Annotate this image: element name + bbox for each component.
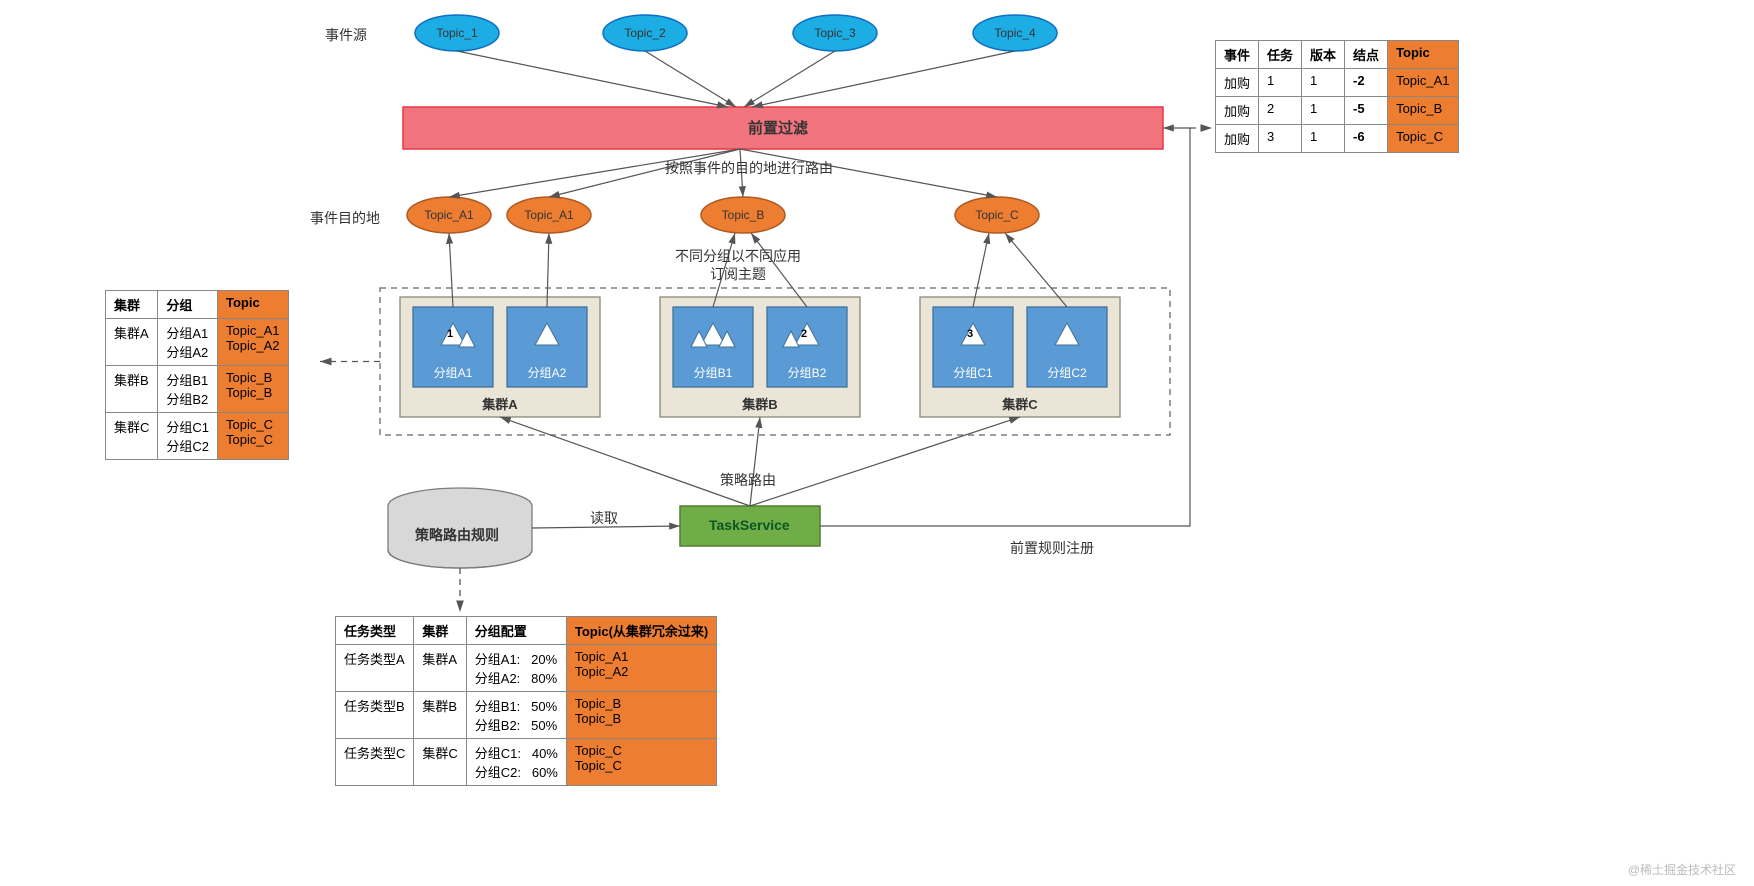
table-cell: 分组A1 分组A2	[158, 319, 218, 366]
table-cell: Topic_C Topic_C	[218, 413, 288, 460]
table-header: 集群	[414, 617, 466, 645]
table-row: 集群B分组B1 分组B2Topic_B Topic_B	[106, 366, 289, 413]
table-cell: 分组C1 分组C2	[158, 413, 218, 460]
table-cell: 1	[1259, 69, 1302, 97]
diagram-canvas: Topic_1Topic_2Topic_3Topic_4Topic_A1Topi…	[0, 0, 1754, 886]
table-cell: 任务类型C	[336, 739, 414, 786]
table-header: Topic	[218, 291, 288, 319]
table-header: 事件	[1216, 41, 1259, 69]
label-pre-filter: 前置过滤	[748, 117, 808, 138]
svg-text:Topic_2: Topic_2	[624, 26, 666, 40]
table-cell: 1	[1302, 69, 1345, 97]
label-route-by-dest: 按照事件的目的地进行路由	[665, 158, 833, 178]
svg-text:集群C: 集群C	[1001, 397, 1038, 412]
table-cell: Topic_B Topic_B	[218, 366, 288, 413]
table-cell: 加购	[1216, 69, 1259, 97]
table-cell: Topic_B Topic_B	[566, 692, 716, 739]
label-policy-rules: 策略路由规则	[415, 525, 499, 545]
table-header: 结点	[1345, 41, 1388, 69]
table-right: 事件任务版本结点Topic加购11-2Topic_A1加购21-5Topic_B…	[1215, 40, 1459, 153]
table-row: 任务类型A集群A分组A1: 20% 分组A2: 80%Topic_A1 Topi…	[336, 645, 717, 692]
svg-text:Topic_3: Topic_3	[814, 26, 856, 40]
table-cell: 分组C1: 40% 分组C2: 60%	[466, 739, 566, 786]
table-header: 集群	[106, 291, 158, 319]
table-cell: 分组B1: 50% 分组B2: 50%	[466, 692, 566, 739]
table-cell: Topic_A1	[1388, 69, 1458, 97]
table-cell: 加购	[1216, 97, 1259, 125]
table-row: 加购21-5Topic_B	[1216, 97, 1459, 125]
table-cell: Topic_C Topic_C	[566, 739, 716, 786]
table-header: Topic(从集群冗余过来)	[566, 617, 716, 645]
label-read: 读取	[590, 508, 618, 528]
label-subscribe-note: 不同分组以不同应用 订阅主题	[675, 248, 801, 283]
table-cell: 集群B	[414, 692, 466, 739]
table-cell: Topic_B	[1388, 97, 1458, 125]
svg-text:分组A1: 分组A1	[434, 366, 473, 380]
table-header: 分组	[158, 291, 218, 319]
table-row: 加购31-6Topic_C	[1216, 125, 1459, 153]
table-cell: 3	[1259, 125, 1302, 153]
table-bottom: 任务类型集群分组配置Topic(从集群冗余过来)任务类型A集群A分组A1: 20…	[335, 616, 717, 786]
table-cell: 1	[1302, 125, 1345, 153]
table-cell: 集群A	[106, 319, 158, 366]
svg-text:Topic_4: Topic_4	[994, 26, 1036, 40]
svg-text:集群B: 集群B	[741, 397, 777, 412]
table-cell: 1	[1302, 97, 1345, 125]
table-row: 任务类型C集群C分组C1: 40% 分组C2: 60%Topic_C Topic…	[336, 739, 717, 786]
svg-text:Topic_B: Topic_B	[722, 208, 765, 222]
table-cell: 加购	[1216, 125, 1259, 153]
table-cell: 集群C	[106, 413, 158, 460]
table-row: 加购11-2Topic_A1	[1216, 69, 1459, 97]
svg-text:分组C2: 分组C2	[1047, 366, 1087, 380]
svg-text:1: 1	[447, 328, 453, 340]
svg-text:分组A2: 分组A2	[528, 366, 567, 380]
table-header: 版本	[1302, 41, 1345, 69]
table-cell: 集群C	[414, 739, 466, 786]
svg-text:分组C1: 分组C1	[953, 366, 993, 380]
svg-text:分组B2: 分组B2	[788, 366, 827, 380]
table-header: 任务	[1259, 41, 1302, 69]
svg-text:2: 2	[801, 328, 807, 340]
table-cell: -5	[1345, 97, 1388, 125]
svg-text:集群A: 集群A	[481, 397, 518, 412]
svg-text:Topic_A1: Topic_A1	[424, 208, 474, 222]
table-cell: 任务类型A	[336, 645, 414, 692]
table-cell: -2	[1345, 69, 1388, 97]
table-cell: Topic_C	[1388, 125, 1458, 153]
table-cell: 分组A1: 20% 分组A2: 80%	[466, 645, 566, 692]
table-left: 集群分组Topic集群A分组A1 分组A2Topic_A1 Topic_A2集群…	[105, 290, 289, 460]
svg-text:Topic_C: Topic_C	[975, 208, 1019, 222]
table-header: 分组配置	[466, 617, 566, 645]
table-cell: 分组B1 分组B2	[158, 366, 218, 413]
footer-watermark: @稀土掘金技术社区	[1628, 861, 1736, 878]
svg-text:3: 3	[967, 328, 973, 340]
table-row: 任务类型B集群B分组B1: 50% 分组B2: 50%Topic_B Topic…	[336, 692, 717, 739]
table-header: 任务类型	[336, 617, 414, 645]
label-policy-route: 策略路由	[720, 470, 776, 490]
table-cell: -6	[1345, 125, 1388, 153]
table-header: Topic	[1388, 41, 1458, 69]
svg-text:分组B1: 分组B1	[694, 366, 733, 380]
table-cell: Topic_A1 Topic_A2	[566, 645, 716, 692]
table-cell: 集群A	[414, 645, 466, 692]
label-event-source: 事件源	[325, 25, 367, 45]
svg-text:Topic_A1: Topic_A1	[524, 208, 574, 222]
table-cell: 2	[1259, 97, 1302, 125]
svg-text:Topic_1: Topic_1	[436, 26, 478, 40]
table-row: 集群C分组C1 分组C2Topic_C Topic_C	[106, 413, 289, 460]
table-cell: Topic_A1 Topic_A2	[218, 319, 288, 366]
label-task-service: TaskService	[709, 517, 790, 533]
table-row: 集群A分组A1 分组A2Topic_A1 Topic_A2	[106, 319, 289, 366]
table-cell: 集群B	[106, 366, 158, 413]
label-pre-rule-register: 前置规则注册	[1010, 538, 1094, 558]
table-cell: 任务类型B	[336, 692, 414, 739]
label-event-dest: 事件目的地	[310, 208, 380, 228]
